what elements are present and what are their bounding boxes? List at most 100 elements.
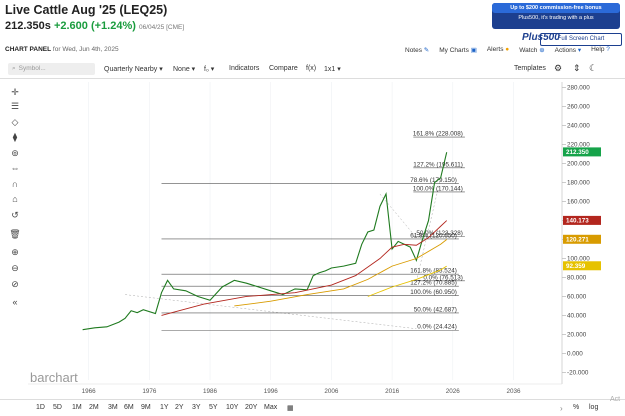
x-tick-label: 2016 [385, 388, 400, 395]
fib-level-label: 50.0% (123.328) [416, 230, 463, 237]
series-line [367, 265, 447, 297]
period-dropdown[interactable]: Quarterly Nearby ▾ [104, 66, 163, 73]
notes-icon: ✎ [423, 47, 430, 54]
y-tick-label: 220.000 [567, 142, 590, 149]
price-label-text: 92.359 [566, 263, 586, 270]
scroll-left-icon[interactable]: › [560, 404, 563, 413]
notes-link[interactable]: Notes ✎ [405, 47, 430, 54]
range-1d-button[interactable]: 1D [36, 404, 45, 411]
undo-icon[interactable]: ↺ [11, 210, 19, 220]
lines-icon[interactable]: ☰ [10, 101, 20, 111]
dark-mode-icon[interactable]: ☾ [589, 63, 598, 73]
collapse-icon[interactable]: « [12, 297, 18, 307]
zoom-in-icon[interactable]: ⊕ [11, 247, 19, 257]
range-5d-button[interactable]: 5D [53, 404, 62, 411]
range-2y-button[interactable]: 2Y [175, 404, 184, 411]
my-charts-link[interactable]: My Charts ▣ [439, 47, 477, 54]
settings-icon[interactable]: ⚙ [554, 63, 563, 73]
range-20y-button[interactable]: 20Y [245, 404, 258, 411]
fib-level-label: 78.6% (179.150) [410, 177, 457, 184]
none-dropdown[interactable]: None ▾ [173, 66, 196, 73]
y-tick-label: 80.000 [567, 275, 587, 282]
fib-level-label: 100.0% (170.144) [413, 185, 463, 192]
fib-level-label: 61.8% (120.650) [410, 232, 457, 239]
price-label-box [563, 147, 601, 157]
zoom-out-icon[interactable]: ⊖ [11, 263, 19, 273]
log-toggle[interactable]: log [589, 404, 599, 411]
series-line [82, 152, 448, 331]
range-1m-button[interactable]: 1M [72, 404, 82, 411]
watch-icon: ⊕ [539, 47, 545, 54]
fx-button[interactable]: f(x) [306, 65, 317, 72]
price-change: +2.600 (+1.24%) [53, 20, 136, 32]
alerts-link[interactable]: Alerts ● [486, 46, 510, 53]
fib-level-label: 100.0% (60.950) [410, 289, 457, 296]
trend-dashed-line [379, 193, 417, 238]
y-tick-label: 0.000 [567, 350, 583, 357]
trash-icon[interactable]: 🗑 [9, 229, 21, 239]
fib-icon[interactable]: ⊚ [11, 148, 19, 158]
help-link[interactable]: Help ? [591, 46, 610, 53]
reset-zoom-icon[interactable]: ⊘ [11, 279, 19, 289]
range-10y-button[interactable]: 10Y [226, 404, 239, 411]
expand-icon[interactable]: ⇕ [573, 63, 581, 73]
series [82, 152, 448, 331]
chart-panel-title: CHART PANEL [5, 46, 52, 53]
price-label-text: 120.271 [566, 236, 589, 243]
calendar-icon[interactable]: ▦ [287, 405, 294, 412]
full-screen-chart-button[interactable]: Full Screen Chart [540, 33, 622, 46]
range-5y-button[interactable]: 5Y [209, 404, 218, 411]
y-tick-label: 200.000 [567, 161, 590, 168]
series-line [161, 220, 448, 316]
templates-button[interactable]: Templates [514, 65, 546, 72]
series-line [234, 239, 447, 307]
page-title: Live Cattle Aug '25 (LEQ25) [5, 3, 168, 17]
range-1y-button[interactable]: 1Y [160, 404, 169, 411]
search-icon: ⌕ [12, 65, 16, 72]
x-tick-label: 2036 [506, 388, 521, 395]
y-tick-label: 20.000 [567, 331, 587, 338]
price-label-text: 140.173 [566, 218, 589, 225]
price-label-box [563, 234, 601, 244]
price-label-box [563, 215, 601, 225]
fib-level-label: 161.8% (83.524) [410, 268, 457, 275]
fib-level-label: 0.0% (76.513) [423, 274, 463, 281]
range-3m-button[interactable]: 3M [108, 404, 118, 411]
indicators-button[interactable]: Indicators [229, 65, 260, 72]
pattern-icon[interactable]: ⧫ [12, 132, 18, 142]
range-2m-button[interactable]: 2M [89, 404, 99, 411]
ad-tagline: Plus500, it's trading with a plus [518, 15, 594, 21]
y-tick-label: 60.000 [567, 293, 587, 300]
watch-link[interactable]: Watch ⊕ [519, 47, 545, 54]
actions-menu[interactable]: Actions ▾ [554, 47, 582, 54]
price-label-box [563, 261, 601, 271]
y-tick-label: 240.000 [567, 123, 590, 130]
price-chart[interactable]: 161.8% (228.008) 127.2% (195.611) 78.6% (1… [0, 78, 625, 398]
fib-level-label: 161.8% (228.008) [413, 131, 463, 138]
range-9m-button[interactable]: 9M [141, 404, 151, 411]
fx-icon-dropdown[interactable]: f₀ ▾ [204, 66, 215, 73]
price-label-text: 212.350 [566, 149, 589, 156]
compare-button[interactable]: Compare [269, 65, 298, 72]
fib-level-label: 50.0% (42.687) [414, 306, 457, 313]
crosshair-icon[interactable]: ✛ [11, 87, 19, 97]
shapes-icon[interactable]: ◇ [11, 117, 19, 127]
range-3y-button[interactable]: 3Y [192, 404, 201, 411]
trend-dashed-line [125, 294, 417, 329]
range-bar [0, 399, 625, 416]
range-max-button[interactable]: Max [264, 404, 278, 411]
magnet-icon[interactable]: ∩ [11, 179, 19, 189]
ratio-dropdown[interactable]: 1x1 ▾ [324, 66, 341, 73]
chart-panel-date: for Wed, Jun 4th, 2025 [52, 46, 119, 53]
lock-icon[interactable]: ⌂ [12, 194, 18, 204]
help-icon: ? [606, 46, 610, 53]
price-line: 212.350s +2.600 (+1.24%) 06/04/25 [CME] [5, 20, 184, 32]
ad-banner[interactable]: Up to $200 commission-free bonus Plus500… [492, 3, 620, 29]
percent-toggle[interactable]: % [573, 404, 580, 411]
fib-level-label: 127.2% (70.885) [410, 280, 457, 287]
range-6m-button[interactable]: 6M [124, 404, 134, 411]
ad-headline: Up to $200 commission-free bonus [492, 3, 620, 13]
measure-icon[interactable]: ⇔ [10, 163, 20, 173]
y-tick-label: 280.000 [567, 85, 590, 92]
symbol-search-input[interactable]: ⌕ Symbol... [8, 63, 95, 75]
